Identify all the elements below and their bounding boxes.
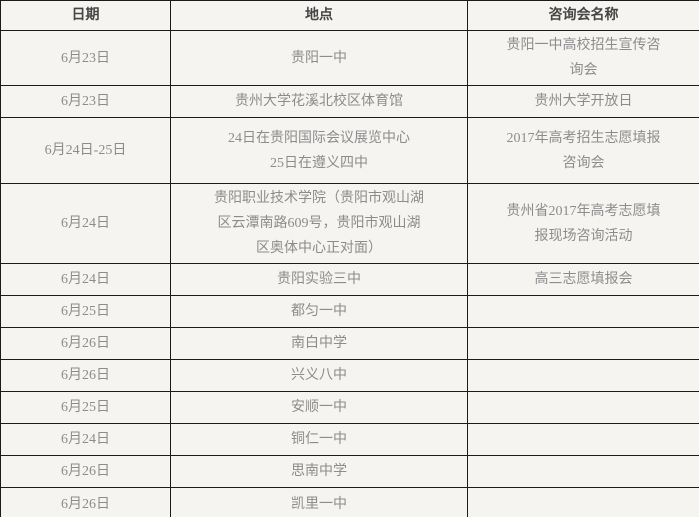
location-cell: 贵阳实验三中 (170, 263, 468, 296)
date-cell: 6月24日 (0, 183, 171, 264)
date-cell: 6月25日 (0, 391, 171, 424)
location-cell: 兴义八中 (170, 359, 468, 392)
event-cell (467, 487, 699, 517)
table-row: 6月26日 思南中学 (0, 455, 699, 488)
location-cell: 24日在贵阳国际会议展览中心 25日在遵义四中 (170, 117, 468, 184)
event-cell: 贵阳一中高校招生宣传咨 询会 (467, 30, 699, 86)
location-cell: 贵阳职业技术学院（贵阳市观山湖 区云潭南路609号，贵阳市观山湖 区奥体中心正对… (170, 183, 468, 264)
date-cell: 6月24日 (0, 263, 171, 296)
date-cell: 6月25日 (0, 295, 171, 328)
event-cell (467, 359, 699, 392)
date-cell: 6月23日 (0, 30, 171, 86)
event-cell: 2017年高考招生志愿填报 咨询会 (467, 117, 699, 184)
table-row: 6月26日 兴义八中 (0, 359, 699, 392)
date-cell: 6月23日 (0, 85, 171, 118)
event-cell (467, 423, 699, 456)
event-cell: 贵州大学开放日 (467, 85, 699, 118)
event-cell: 高三志愿填报会 (467, 263, 699, 296)
event-cell (467, 327, 699, 360)
location-cell: 凯里一中 (170, 487, 468, 517)
table-row: 6月24日 贵阳职业技术学院（贵阳市观山湖 区云潭南路609号，贵阳市观山湖 区… (0, 183, 699, 264)
table-row: 6月24日 铜仁一中 (0, 423, 699, 456)
table-header-row: 日期 地点 咨询会名称 (0, 0, 699, 31)
date-cell: 6月26日 (0, 455, 171, 488)
column-header-location: 地点 (170, 0, 468, 31)
location-cell: 思南中学 (170, 455, 468, 488)
event-cell (467, 391, 699, 424)
table-row: 6月23日 贵阳一中 贵阳一中高校招生宣传咨 询会 (0, 30, 699, 86)
location-cell: 都匀一中 (170, 295, 468, 328)
location-cell: 贵州大学花溪北校区体育馆 (170, 85, 468, 118)
date-cell: 6月26日 (0, 487, 171, 517)
table-row: 6月24日-25日 24日在贵阳国际会议展览中心 25日在遵义四中 2017年高… (0, 117, 699, 184)
date-cell: 6月24日 (0, 423, 171, 456)
date-cell: 6月26日 (0, 359, 171, 392)
table-row: 6月24日 贵阳实验三中 高三志愿填报会 (0, 263, 699, 296)
location-cell: 贵阳一中 (170, 30, 468, 86)
location-cell: 安顺一中 (170, 391, 468, 424)
event-cell: 贵州省2017年高考志愿填 报现场咨询活动 (467, 183, 699, 264)
column-header-date: 日期 (0, 0, 171, 31)
table-row: 6月26日 凯里一中 (0, 487, 699, 517)
date-cell: 6月26日 (0, 327, 171, 360)
event-cell (467, 295, 699, 328)
table-row: 6月25日 都匀一中 (0, 295, 699, 328)
location-cell: 铜仁一中 (170, 423, 468, 456)
table-row: 6月25日 安顺一中 (0, 391, 699, 424)
date-cell: 6月24日-25日 (0, 117, 171, 184)
column-header-event: 咨询会名称 (467, 0, 699, 31)
location-cell: 南白中学 (170, 327, 468, 360)
table-row: 6月23日 贵州大学花溪北校区体育馆 贵州大学开放日 (0, 85, 699, 118)
event-cell (467, 455, 699, 488)
table-row: 6月26日 南白中学 (0, 327, 699, 360)
